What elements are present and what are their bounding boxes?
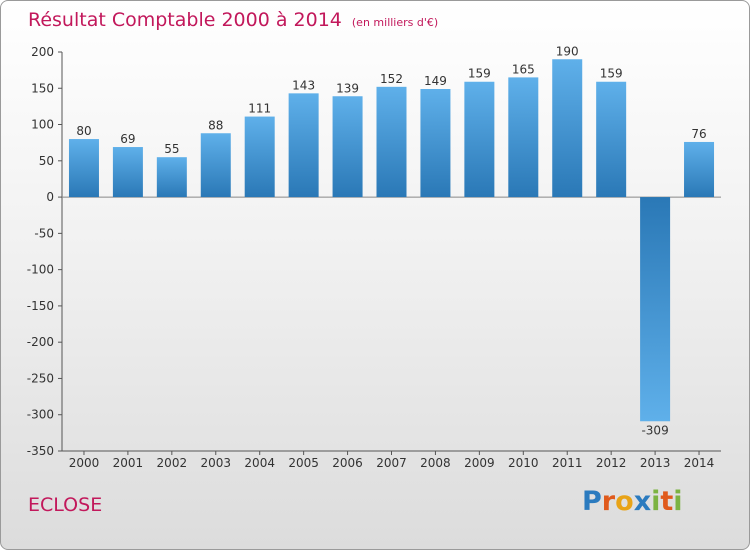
value-label-2000: 80 xyxy=(76,124,91,138)
value-label-2011: 190 xyxy=(556,44,579,58)
axes: 200 150 100 50 0 -50 -100 -150 -200 -250 -300 -350 2… xyxy=(27,45,721,470)
x-tick-label: 2003 xyxy=(200,456,231,470)
y-tick-label: 0 xyxy=(46,190,54,204)
value-label-2014: 76 xyxy=(691,127,706,141)
bar-2009 xyxy=(464,81,495,198)
x-tick-label: 2013 xyxy=(640,456,671,470)
x-tick-label: 2008 xyxy=(420,456,451,470)
bar-2007 xyxy=(376,86,407,198)
x-tick-label: 2002 xyxy=(157,456,188,470)
y-tick-label: -200 xyxy=(27,335,54,349)
y-tick-label: -300 xyxy=(27,408,54,422)
title-main: Résultat Comptable 2000 à 2014 xyxy=(28,9,342,31)
value-label-2002: 55 xyxy=(164,142,179,156)
title-unit: (en milliers d'€) xyxy=(351,16,439,29)
logo-letter: P xyxy=(582,486,602,517)
value-label-2005: 143 xyxy=(292,78,315,92)
logo-letter: o xyxy=(615,486,634,517)
y-tick-label: -250 xyxy=(27,371,54,385)
x-tick-label: 2010 xyxy=(508,456,539,470)
bar-2008 xyxy=(420,88,451,198)
bar-2005 xyxy=(288,93,319,198)
value-label-2003: 88 xyxy=(208,118,223,132)
data-labels: 80 69 55 88 111 143 139 152 149 159 165 190 159 -309 7… xyxy=(76,44,706,437)
bar-2006 xyxy=(332,96,363,198)
bar-2000 xyxy=(68,139,99,198)
x-tick-label: 2004 xyxy=(244,456,275,470)
y-tick-label: 50 xyxy=(39,154,54,168)
bars xyxy=(68,59,715,422)
logo-letter: x xyxy=(633,486,652,517)
value-label-2007: 152 xyxy=(380,72,403,86)
value-label-2010: 165 xyxy=(512,62,535,76)
proxiti-logo: Proxiti xyxy=(582,486,683,517)
logo-letter: i xyxy=(651,486,661,517)
x-tick-label: 2011 xyxy=(552,456,583,470)
y-tick-label: 200 xyxy=(31,45,54,59)
x-tick-label: 2007 xyxy=(376,456,407,470)
x-tick-label: 2012 xyxy=(596,456,627,470)
value-label-2001: 69 xyxy=(120,132,135,146)
logo-letter: i xyxy=(673,486,683,517)
x-tick-label: 2014 xyxy=(684,456,715,470)
logo-letter: r xyxy=(601,486,616,517)
commune-name: ECLOSE xyxy=(28,494,103,516)
value-label-2009: 159 xyxy=(468,67,491,81)
x-tick-label: 2005 xyxy=(288,456,319,470)
x-tick-label: 2009 xyxy=(464,456,495,470)
bar-2014 xyxy=(684,141,715,198)
value-label-2006: 139 xyxy=(336,81,359,95)
bar-2003 xyxy=(200,133,231,198)
bar-2004 xyxy=(244,116,275,198)
bar-2013 xyxy=(640,197,671,422)
value-label-2004: 111 xyxy=(248,102,271,116)
value-label-2013: -309 xyxy=(641,423,668,437)
x-tick-label: 2006 xyxy=(332,456,363,470)
bar-2001 xyxy=(112,147,143,198)
bar-2012 xyxy=(596,81,627,198)
logo-letter: t xyxy=(660,486,674,517)
y-tick-label: -50 xyxy=(34,226,54,240)
y-tick-label: -100 xyxy=(27,263,54,277)
y-tick-label: -350 xyxy=(27,444,54,458)
bar-2002 xyxy=(156,157,187,198)
value-label-2008: 149 xyxy=(424,74,447,88)
y-tick-label: 100 xyxy=(31,118,54,132)
bar-2010 xyxy=(508,77,539,198)
x-tick-label: 2001 xyxy=(113,456,144,470)
x-tick-label: 2000 xyxy=(69,456,100,470)
y-tick-label: 150 xyxy=(31,81,54,95)
bar-2011 xyxy=(552,59,583,198)
y-tick-label: -150 xyxy=(27,299,54,313)
chart-title: Résultat Comptable 2000 à 2014 (en millie… xyxy=(28,9,438,31)
value-label-2012: 159 xyxy=(600,67,623,81)
